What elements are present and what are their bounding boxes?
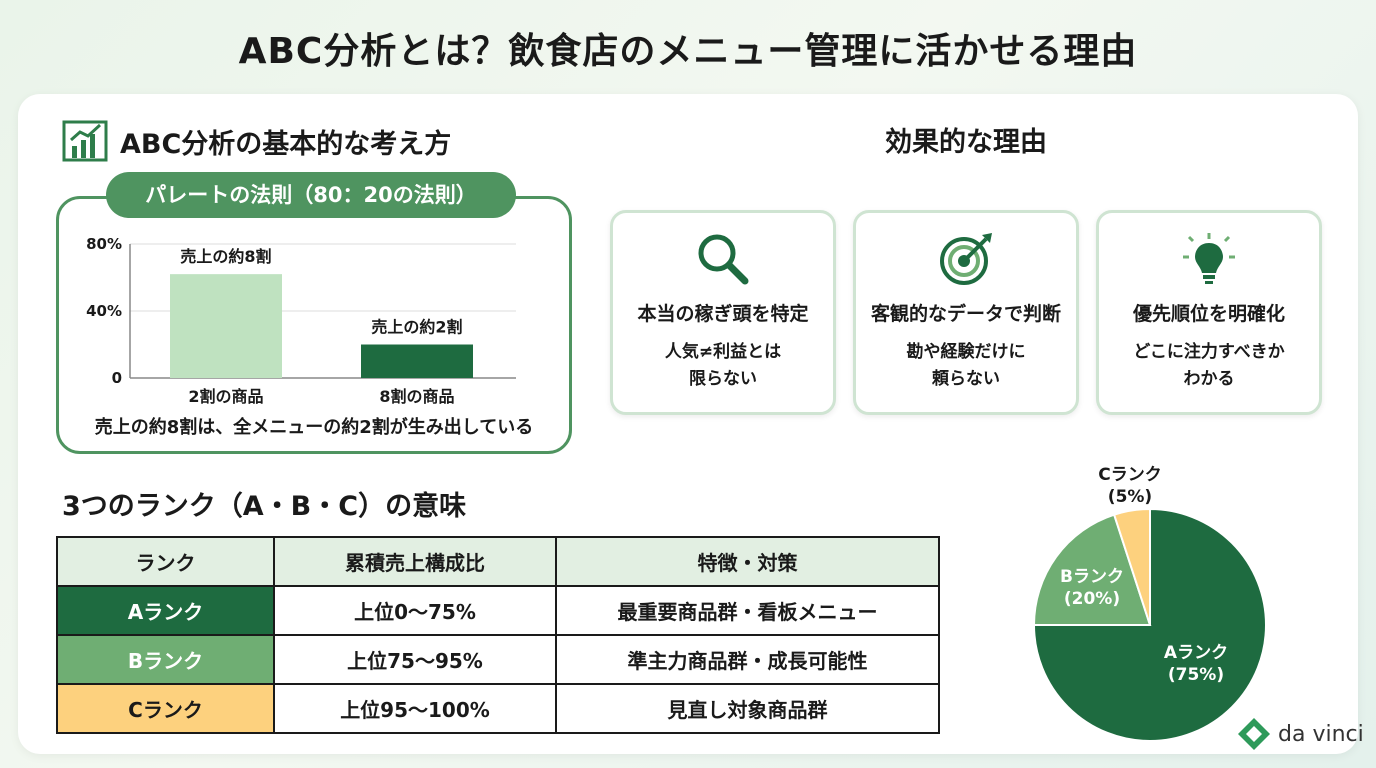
rank-table: ランク 累積売上構成比 特徴・対策 Aランク 上位0〜75% 最重要商品群・看板…	[56, 536, 940, 734]
basics-heading-text: ABC分析の基本的な考え方	[120, 128, 452, 160]
page-title: ABC分析とは？飲食店のメニュー管理に活かせる理由	[238, 31, 1138, 72]
table-row: Bランク 上位75〜95% 準主力商品群・成長可能性	[56, 634, 940, 685]
pie-label-a: Aランク (75%)	[1146, 642, 1246, 686]
y-tick-label: 80%	[86, 235, 122, 253]
column-header: 特徴・対策	[555, 536, 940, 587]
pie-label-name: Cランク	[1098, 465, 1162, 485]
pareto-label: パレートの法則（80：20の法則）	[106, 172, 516, 218]
table-row: Cランク 上位95〜100% 見直し対象商品群	[56, 683, 940, 734]
column-header: 累積売上構成比	[273, 536, 557, 587]
reason-card-3: 優先順位を明確化 どこに注力すべきか わかる	[1096, 210, 1322, 415]
rank-cell-a: Aランク	[56, 585, 275, 636]
bar-data-label: 売上の約8割	[180, 247, 271, 266]
ratio-cell: 上位0〜75%	[273, 585, 557, 636]
pie-slice	[1032, 507, 1267, 742]
magnifier-icon	[698, 234, 749, 285]
basics-heading: ABC分析の基本的な考え方	[62, 120, 451, 162]
reason-desc: 勘や経験だけに 頼らない	[906, 342, 1026, 389]
logo-text: da vinci	[1278, 721, 1364, 747]
table-row: Aランク 上位0〜75% 最重要商品群・看板メニュー	[56, 585, 940, 636]
pie-label-value: (20%)	[1063, 589, 1121, 609]
pareto-box	[56, 196, 572, 454]
ranks-heading: 3つのランク（A・B・C）の意味	[62, 491, 467, 522]
feature-cell: 最重要商品群・看板メニュー	[555, 585, 940, 636]
pie-label-value: (5%)	[1107, 487, 1153, 507]
reason-title: 客観的なデータで判断	[870, 303, 1061, 325]
bar-chart-icon	[62, 120, 108, 162]
table-header-row: ランク 累積売上構成比 特徴・対策	[56, 536, 940, 587]
pie-label-name: Aランク	[1163, 643, 1229, 663]
bar-data-label: 売上の約2割	[371, 318, 462, 337]
bar	[361, 344, 473, 378]
feature-cell: 見直し対象商品群	[555, 683, 940, 734]
x-tick-label: 8割の商品	[379, 387, 454, 406]
pie-slice	[1112, 507, 1151, 626]
ratio-cell: 上位75〜95%	[273, 634, 557, 685]
reason-card-1: 本当の稼ぎ頭を特定 人気≠利益とは 限らない	[610, 210, 836, 415]
reason-desc: どこに注力すべきか わかる	[1133, 342, 1285, 389]
reason-title: 本当の稼ぎ頭を特定	[637, 303, 809, 325]
rank-cell-b: Bランク	[56, 634, 275, 685]
pie-label-c: Cランク (5%)	[1080, 464, 1180, 508]
bar	[170, 274, 282, 378]
reason-card-2: 客観的なデータで判断 勘や経験だけに 頼らない	[853, 210, 1079, 415]
reasons-heading: 効果的な理由	[885, 127, 1047, 158]
feature-cell: 準主力商品群・成長可能性	[555, 634, 940, 685]
pie-label-name: Bランク	[1060, 567, 1124, 587]
reason-desc: 人気≠利益とは 限らない	[664, 342, 782, 389]
pareto-bar-chart: 80% 40% 0 売上の約8割 2割の商品 売上の約2割 8割の商品	[86, 235, 516, 406]
logo: da vinci	[1236, 716, 1364, 752]
reason-title: 優先順位を明確化	[1132, 303, 1285, 325]
pareto-caption: 売上の約8割は、全メニューの約2割が生み出している	[94, 417, 534, 438]
diamond-logo-icon	[1238, 718, 1270, 750]
rank-pie-chart	[1032, 507, 1267, 742]
column-header: ランク	[56, 536, 275, 587]
y-tick-label: 0	[112, 369, 122, 387]
y-tick-label: 40%	[86, 302, 122, 320]
pie-label-value: (75%)	[1167, 665, 1225, 685]
pie-slice	[1032, 513, 1152, 626]
pie-label-b: Bランク (20%)	[1042, 566, 1142, 610]
x-tick-label: 2割の商品	[188, 387, 263, 406]
rank-cell-c: Cランク	[56, 683, 275, 734]
target-icon	[940, 233, 992, 285]
ratio-cell: 上位95〜100%	[273, 683, 557, 734]
lightbulb-icon	[1183, 233, 1235, 284]
